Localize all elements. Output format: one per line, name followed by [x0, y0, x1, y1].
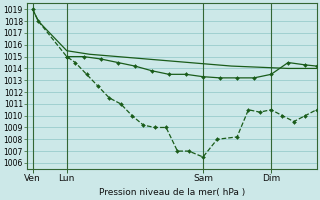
X-axis label: Pression niveau de la mer( hPa ): Pression niveau de la mer( hPa ) [99, 188, 245, 197]
